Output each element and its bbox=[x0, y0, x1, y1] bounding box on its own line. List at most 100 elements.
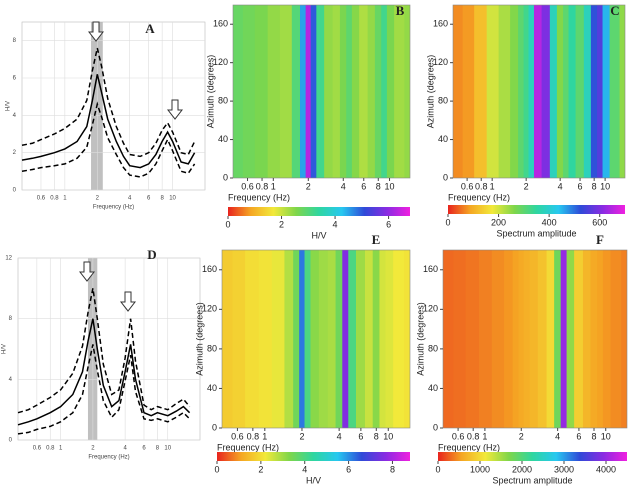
colorbar-tick-label: 4000 bbox=[596, 464, 616, 474]
colorbar-tick-label: 200 bbox=[491, 217, 506, 227]
heat-cell bbox=[574, 250, 584, 428]
heat-cell bbox=[379, 250, 387, 428]
plot-frame bbox=[232, 4, 411, 179]
plot-frame bbox=[442, 249, 628, 429]
y-tick-label: 0 bbox=[443, 172, 448, 182]
heat-cell bbox=[359, 5, 369, 178]
y-tick-label: 120 bbox=[202, 304, 217, 314]
colorbar-tick-label: 8 bbox=[390, 464, 395, 474]
plot-area bbox=[17, 257, 201, 441]
hv-curve bbox=[17, 344, 191, 435]
colorbar bbox=[438, 452, 627, 461]
x-tick-label: 10 bbox=[383, 431, 393, 441]
heat-cell bbox=[610, 250, 622, 428]
heat-cell bbox=[300, 5, 307, 178]
colorbar-label: Spectrum amplitude bbox=[496, 228, 576, 238]
x-tick-label: 1 bbox=[490, 181, 495, 191]
heat-cell bbox=[583, 5, 592, 178]
heatmap bbox=[222, 250, 410, 428]
heat-cell bbox=[486, 5, 500, 178]
colorbar-label: Spectrum amplitude bbox=[492, 475, 572, 485]
heat-cell bbox=[393, 250, 405, 428]
heat-cell bbox=[335, 250, 343, 428]
y-tick-label: 120 bbox=[433, 57, 448, 67]
heat-cell bbox=[582, 250, 592, 428]
heat-cell bbox=[602, 250, 612, 428]
x-tick-label: 0.8 bbox=[467, 431, 480, 441]
x-axis-label: Frequency (Hz) bbox=[438, 442, 500, 452]
heat-cell bbox=[549, 5, 558, 178]
y-tick-label: 40 bbox=[428, 383, 438, 393]
y-tick-label: 6 bbox=[13, 76, 17, 82]
colorbar-tick-label: 3000 bbox=[554, 464, 574, 474]
heat-cell bbox=[342, 250, 349, 428]
heat-cell bbox=[381, 5, 388, 178]
colorbar-tick-label: 600 bbox=[592, 217, 607, 227]
y-axis-label: Azimuth (degrees) bbox=[205, 55, 215, 129]
peak-arrow bbox=[78, 261, 96, 282]
heat-cell bbox=[465, 250, 480, 428]
colorbar-tick-label: 6 bbox=[386, 219, 391, 229]
x-tick-label: 0.8 bbox=[50, 196, 59, 202]
heat-cell bbox=[498, 5, 511, 178]
heat-cell bbox=[233, 5, 244, 178]
heat-cell bbox=[619, 5, 625, 178]
heat-cell bbox=[523, 5, 530, 178]
y-tick-label: 0 bbox=[9, 438, 13, 444]
heat-cell bbox=[310, 250, 320, 428]
heat-cell bbox=[242, 5, 256, 178]
heat-cell bbox=[474, 5, 488, 178]
heat-cell bbox=[310, 5, 317, 178]
plot-frame bbox=[221, 249, 411, 429]
heat-cell bbox=[232, 250, 246, 428]
heat-cell bbox=[258, 250, 273, 428]
x-tick-label: 1 bbox=[482, 431, 487, 441]
x-tick-label: 10 bbox=[600, 181, 610, 191]
y-tick-label: 40 bbox=[438, 134, 448, 144]
x-tick-label: 6 bbox=[358, 431, 363, 441]
heat-cell bbox=[404, 5, 410, 178]
heat-cell bbox=[279, 5, 293, 178]
y-tick-label: 160 bbox=[423, 264, 438, 274]
colorbar-tick-label: 6 bbox=[346, 464, 351, 474]
y-tick-label: 80 bbox=[428, 343, 438, 353]
x-tick-label: 2 bbox=[519, 431, 524, 441]
x-tick-label: 1 bbox=[63, 196, 67, 202]
heat-cell bbox=[491, 250, 505, 428]
heat-cell bbox=[556, 5, 564, 178]
peak-arrow bbox=[119, 291, 137, 312]
y-axis-label: H/V bbox=[2, 344, 8, 354]
y-tick-label: 8 bbox=[9, 316, 13, 322]
y-tick-label: 0 bbox=[212, 422, 217, 432]
heat-cell bbox=[560, 250, 568, 428]
colorbar-tick-label: 0 bbox=[445, 217, 450, 227]
x-tick-label: 4 bbox=[558, 181, 563, 191]
heat-cell bbox=[222, 250, 234, 428]
y-tick-label: 160 bbox=[213, 19, 228, 29]
heat-cell bbox=[568, 5, 577, 178]
y-tick-label: 2 bbox=[13, 150, 17, 156]
heat-cell bbox=[462, 5, 475, 178]
heat-cell bbox=[453, 5, 464, 178]
y-tick-label: 0 bbox=[13, 188, 17, 194]
x-tick-label: 4 bbox=[128, 196, 132, 202]
heat-cell bbox=[597, 5, 604, 178]
x-axis-label: Frequency (Hz) bbox=[93, 205, 134, 211]
heat-cell bbox=[316, 5, 325, 178]
colorbar-label: H/V bbox=[306, 475, 321, 485]
colorbar-tick-label: 0 bbox=[225, 219, 230, 229]
x-tick-label: 0.8 bbox=[46, 446, 55, 452]
x-axis-label: Frequency (Hz) bbox=[217, 442, 279, 452]
heat-cell bbox=[291, 5, 301, 178]
heat-cell bbox=[621, 250, 627, 428]
x-tick-label: 4 bbox=[337, 431, 342, 441]
heat-cell bbox=[299, 250, 306, 428]
heat-cell bbox=[554, 250, 562, 428]
heat-cell bbox=[318, 250, 329, 428]
heat-cell bbox=[590, 5, 598, 178]
heat-cell bbox=[304, 250, 312, 428]
colorbar-tick-label: 4 bbox=[333, 219, 338, 229]
heat-cell bbox=[351, 5, 360, 178]
x-tick-label: 2 bbox=[96, 196, 100, 202]
heat-cell bbox=[305, 5, 312, 178]
